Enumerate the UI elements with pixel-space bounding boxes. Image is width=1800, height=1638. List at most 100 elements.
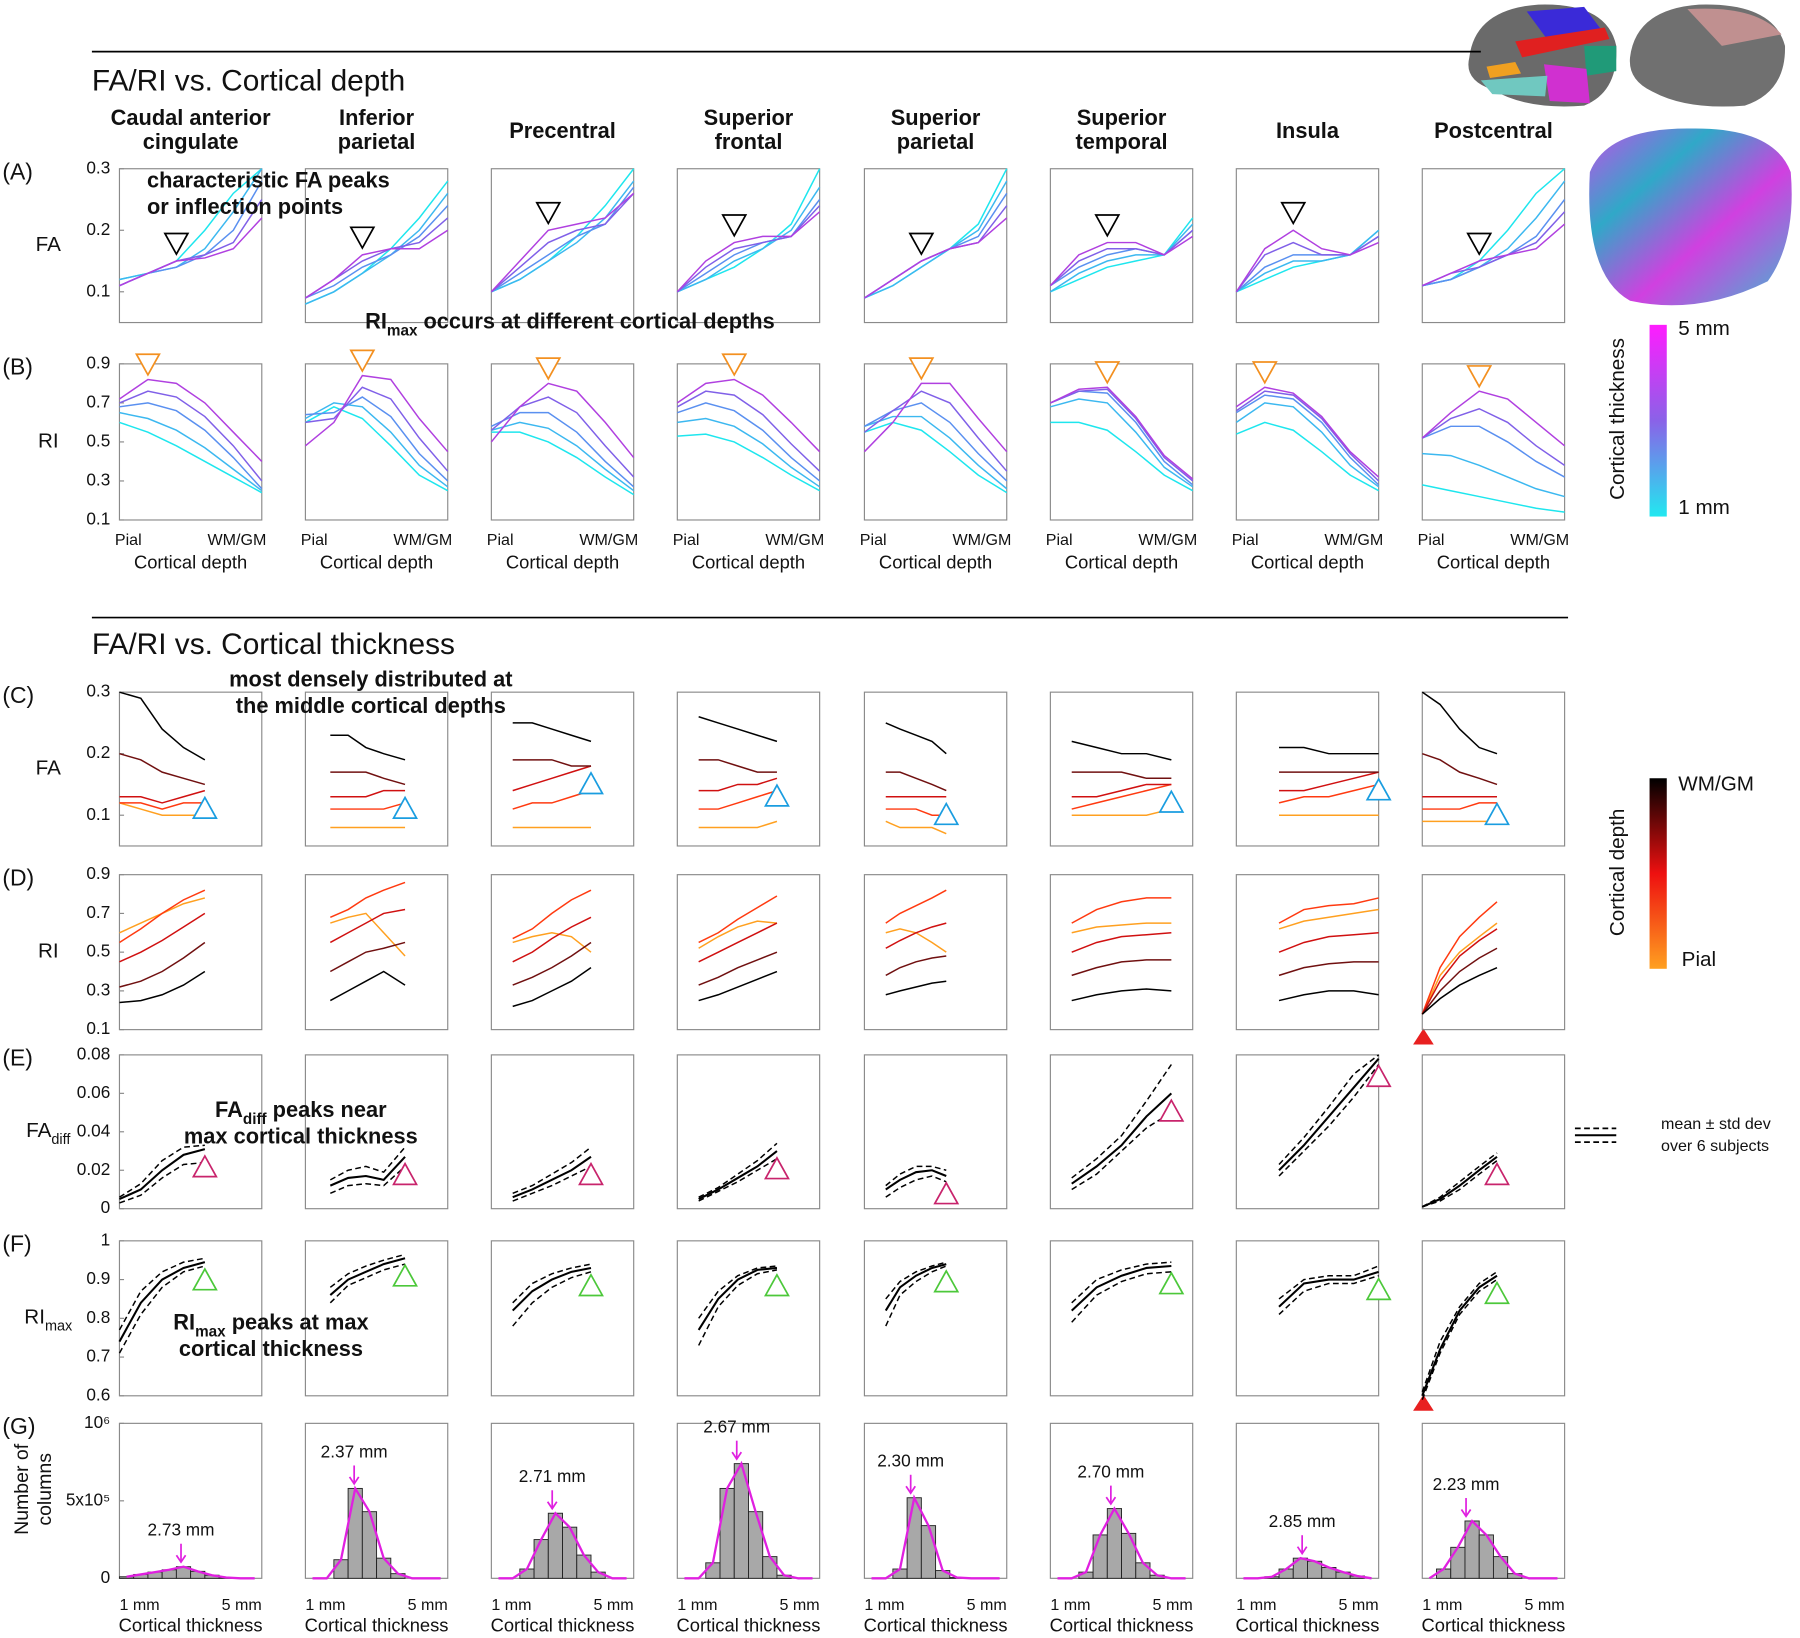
panel-frame [1235,1054,1380,1210]
annotation: FAdiff peaks near [215,1097,387,1128]
marker-triangle [764,783,790,807]
band-lower [512,1165,592,1202]
data-line [305,402,449,488]
annotation: most densely distributed at [229,666,512,691]
fit-curve [684,1460,813,1580]
peak-arrow-head [905,1485,916,1495]
panel-frame [490,1054,635,1210]
y-tick-label: 0.7 [86,391,110,411]
data-line [885,922,947,949]
data-line [698,970,778,1002]
marker-triangle [1466,232,1493,256]
region-title: frontal [715,129,783,154]
region-title: Superior [891,105,981,130]
band-upper [512,1263,592,1304]
data-line [1421,223,1566,287]
data-line [330,771,406,786]
x-tick-label: WM/GM [1324,531,1383,549]
data-line [305,205,449,299]
marker-triangle [1158,1271,1185,1295]
data-line [490,186,635,293]
panel-frame [118,1054,263,1210]
marker-triangle [349,226,376,250]
x-axis-label: Cortical thickness [1236,1614,1380,1635]
panel-frame [118,1422,263,1579]
data-line [1421,407,1566,466]
peak-label: 2.23 mm [1433,1474,1500,1494]
data-line [119,889,206,944]
x-tick-label: 5 mm [594,1596,634,1614]
marker-triangle [933,1269,960,1293]
histogram-bar [1492,1556,1509,1579]
panel-frame [863,168,1008,324]
data-line [864,402,1008,482]
data-line [1071,922,1172,934]
band-lower [698,1158,778,1202]
y-tick-label: 0.3 [86,979,110,999]
data-line [512,941,592,986]
data-line [863,382,1008,453]
y-tick-label: 0.6 [86,1384,110,1404]
peak-arrow-head [348,1476,360,1486]
x-axis-label: Cortical depth [1437,551,1550,572]
x-tick-label: WM/GM [207,531,266,549]
band-lower [1421,1278,1498,1400]
thickness-colorbar [1649,324,1667,517]
data-line [885,980,947,996]
data-line [1421,211,1566,287]
x-tick-label: 1 mm [305,1596,345,1614]
panel-frame [676,168,821,324]
x-tick-label: WM/GM [765,531,824,549]
band-upper [1071,1261,1172,1304]
y-tick-label: 0.5 [86,941,110,961]
y-tick-label: 0.08 [77,1043,110,1063]
peak-label: 2.73 mm [148,1520,215,1540]
data-line [119,411,263,492]
colorbar-title: Cortical thickness [1606,338,1629,500]
data-line [1421,901,1498,1015]
data-line [1279,771,1379,792]
x-tick-label: Pial [1418,531,1445,549]
data-line [885,771,947,792]
marker-triangle [191,1267,218,1291]
text-part: max [387,322,418,339]
data-line [885,889,947,924]
x-axis-label: Cortical thickness [1422,1614,1566,1635]
peak-label: 2.71 mm [519,1466,586,1486]
marker-triangle [1094,214,1121,238]
text-part: RI [173,1309,195,1334]
data-line [698,789,778,810]
band-mean [698,1150,778,1201]
band-mean [1421,1274,1498,1397]
text-part: max cortical thickness [184,1123,418,1148]
text-part: RI [24,1306,45,1329]
data-line [119,691,206,761]
data-line [1071,740,1172,761]
row-label: (B) [2,354,33,380]
histogram-bar [920,1525,937,1579]
data-line [119,421,263,494]
marker-triangle [933,801,960,826]
y-tick-label: 0.04 [77,1120,111,1140]
marker-triangle [721,353,748,377]
histogram-bar [762,1556,778,1579]
data-line [863,390,1008,472]
data-line [330,734,406,761]
data-line [698,920,778,949]
data-line [864,180,1008,299]
panel-frame [1235,363,1380,521]
marker-triangle [392,1161,418,1186]
data-line [491,431,635,496]
x-tick-label: 1 mm [1422,1596,1462,1614]
marker-triangle [191,1154,218,1178]
panel-frame [118,168,263,324]
x-tick-label: WM/GM [1138,531,1197,549]
y-tick-label: 0.8 [86,1307,110,1327]
band-lower [330,1165,406,1195]
data-line [864,217,1008,299]
data-line [491,411,635,488]
band-mean [1421,1155,1498,1208]
annotation: characteristic FA peaks [147,167,390,192]
data-line [1071,771,1172,780]
data-line [119,802,205,810]
